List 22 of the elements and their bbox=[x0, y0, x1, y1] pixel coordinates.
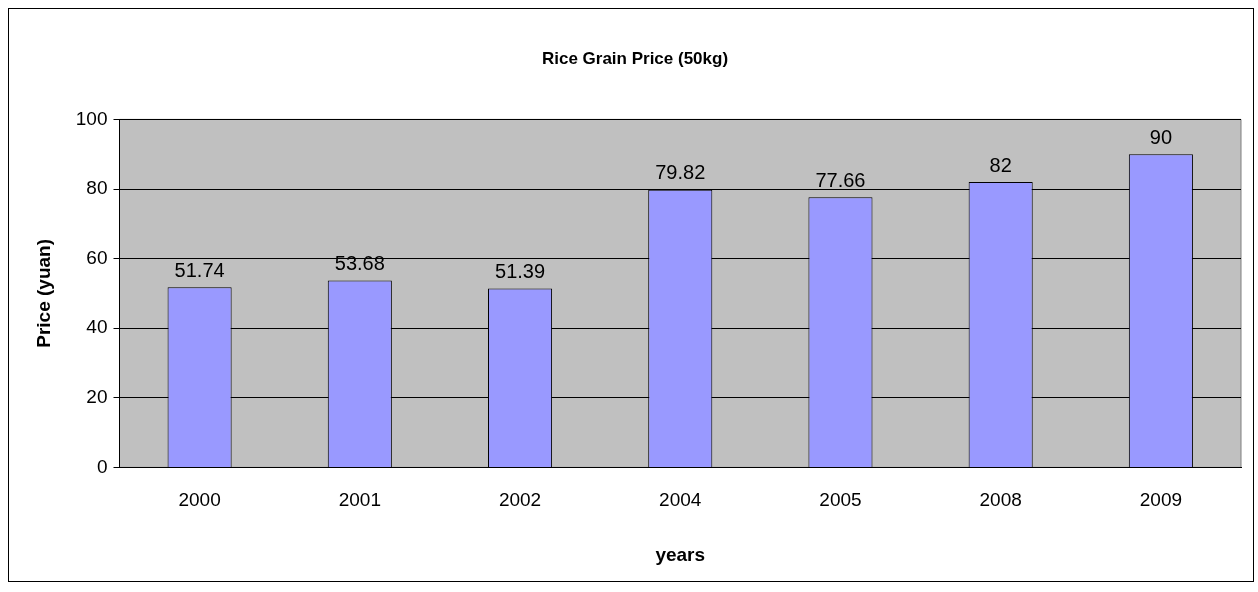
data-label: 51.74 bbox=[174, 258, 225, 281]
x-axis-title: years bbox=[655, 543, 706, 565]
x-tick-label: 2002 bbox=[498, 489, 542, 511]
y-tick-label: 40 bbox=[86, 316, 108, 338]
data-label: 79.82 bbox=[655, 161, 706, 184]
chart-title: Rice Grain Price (50kg) bbox=[541, 48, 729, 68]
x-tick-label: 2001 bbox=[338, 489, 381, 511]
y-tick-label: 0 bbox=[96, 455, 108, 477]
x-tick-label: 2000 bbox=[178, 489, 221, 511]
x-tick-label: 2009 bbox=[1139, 489, 1183, 511]
x-tick-label: 2005 bbox=[819, 489, 862, 511]
y-axis-title: Price (yuan) bbox=[32, 239, 54, 348]
y-tick-label: 80 bbox=[86, 177, 108, 199]
x-tick-label: 2004 bbox=[659, 489, 702, 511]
data-label: 51.39 bbox=[495, 260, 546, 283]
x-tick-label: 2008 bbox=[979, 489, 1022, 511]
data-label: 77.66 bbox=[815, 168, 866, 191]
data-label: 90 bbox=[1149, 125, 1173, 148]
data-label: 82 bbox=[989, 153, 1012, 176]
y-tick-label: 100 bbox=[75, 107, 108, 129]
y-tick-label: 60 bbox=[86, 246, 108, 268]
y-tick-label: 20 bbox=[86, 386, 108, 408]
